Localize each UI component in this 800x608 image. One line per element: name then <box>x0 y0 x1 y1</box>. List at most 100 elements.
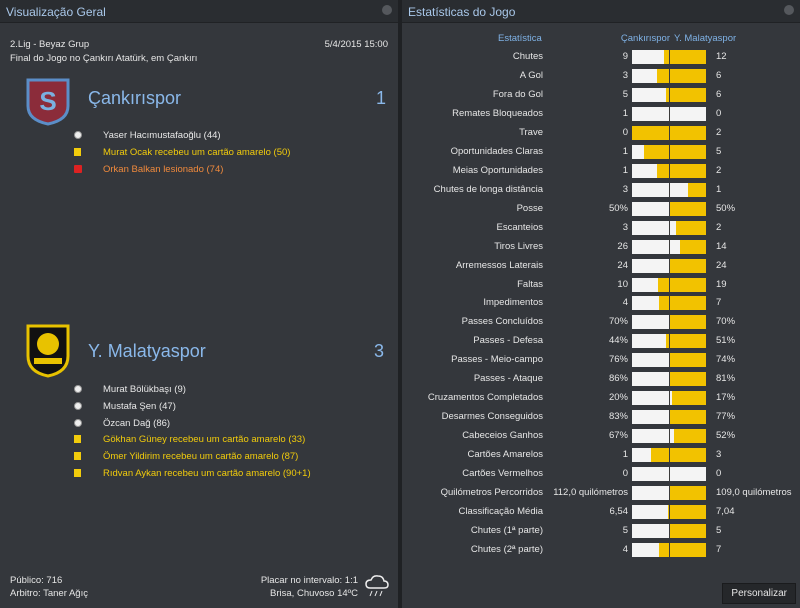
away-value: 0 <box>716 468 722 480</box>
away-bar <box>657 277 706 292</box>
home-value: 0 <box>622 126 628 138</box>
away-bar <box>656 68 706 83</box>
away-value: 7 <box>716 297 722 309</box>
home-bar <box>632 182 688 197</box>
customize-button[interactable]: Personalizar <box>722 583 796 604</box>
halftime-score: Placar no intervalo: 1:1 <box>260 575 358 586</box>
column-header: Y. Malatyaspor <box>674 33 737 44</box>
bar-center <box>669 239 670 254</box>
home-value: 44% <box>608 335 628 347</box>
stat-label: Classificação Média <box>458 506 543 518</box>
bar-center <box>669 277 670 292</box>
away-value: 5 <box>716 145 722 157</box>
close-button[interactable] <box>382 5 392 15</box>
away-bar <box>670 372 706 387</box>
away-bar <box>669 486 706 501</box>
event-text: Ömer Yildirim recebeu um cartão amarelo … <box>103 451 299 463</box>
away-bar <box>658 296 706 311</box>
home-value: 83% <box>608 411 628 423</box>
event-text: Murat Bölükbaşı (9) <box>103 384 186 395</box>
panel-header: Visualização Geral <box>0 0 398 23</box>
bar-center <box>669 182 670 197</box>
event-text: Murat Ocak recebeu um cartão amarelo (50… <box>103 146 291 158</box>
stat-label: Arremessos Laterais <box>455 259 543 271</box>
event-icon <box>74 401 82 410</box>
home-value: 24 <box>617 259 628 271</box>
stat-label: Impedimentos <box>483 297 543 309</box>
home-value: 76% <box>608 354 628 366</box>
bar-center <box>669 505 670 520</box>
home-logo: S <box>26 78 70 126</box>
stat-label: Faltas <box>517 278 543 290</box>
away-value: 19 <box>716 278 727 290</box>
stat-label: Tiros Livres <box>494 240 543 252</box>
home-value: 20% <box>608 392 628 404</box>
panel-title: Visualização Geral <box>6 5 106 19</box>
home-bar <box>632 372 671 387</box>
home-value: 1 <box>622 107 628 119</box>
away-bar <box>669 315 706 330</box>
home-bar <box>632 87 666 102</box>
column-header: Estatística <box>498 33 542 44</box>
bar-center <box>669 353 670 368</box>
bar-center <box>669 315 670 330</box>
bar-center <box>669 372 670 387</box>
home-value: 1 <box>622 449 628 461</box>
away-value: 6 <box>716 88 722 100</box>
away-bar <box>669 353 706 368</box>
home-bar <box>632 258 669 273</box>
away-value: 51% <box>716 335 736 347</box>
stat-label: Oportunidades Claras <box>450 145 543 157</box>
bar-center <box>669 87 670 102</box>
stat-label: Chutes <box>512 51 543 62</box>
away-value: 3 <box>716 449 722 461</box>
away-bar <box>670 410 706 425</box>
stat-label: Cruzamentos Completados <box>427 392 543 404</box>
home-bar <box>632 542 659 557</box>
event-text: Rıdvan Aykan recebeu um cartão amarelo (… <box>103 468 311 479</box>
panel-title: Estatísticas do Jogo <box>408 5 516 19</box>
home-value: 9 <box>622 51 628 62</box>
away-value: 7,04 <box>716 506 735 518</box>
close-button[interactable] <box>784 5 794 15</box>
home-value: 1 <box>622 164 628 176</box>
stat-label: Desarmes Conseguidos <box>441 411 543 423</box>
bar-center <box>669 163 670 178</box>
event-icon <box>74 131 82 139</box>
home-bar <box>632 296 659 311</box>
away-value: 17% <box>716 392 736 404</box>
home-bar <box>632 353 670 368</box>
stat-label: A Gol <box>519 69 543 81</box>
panel-header: Estatísticas do Jogo <box>402 0 800 23</box>
home-bar <box>632 391 672 406</box>
home-bar <box>632 68 657 83</box>
away-score: 3 <box>374 341 385 361</box>
home-bar <box>632 486 670 501</box>
away-team-name: Y. Malatyaspor <box>88 341 206 361</box>
bar-center <box>669 125 670 140</box>
stat-label: Chutes (1ª parte) <box>470 525 543 536</box>
home-team-name: Çankırıspor <box>88 88 182 108</box>
away-bar <box>669 201 706 216</box>
away-bar <box>687 182 706 197</box>
away-value: 6 <box>716 69 722 81</box>
stat-label: Cartões Vermelhos <box>462 468 543 480</box>
away-value: 77% <box>716 411 736 423</box>
away-bar <box>680 239 706 254</box>
stat-label: Remates Bloqueados <box>452 107 543 119</box>
home-score: 1 <box>376 88 387 108</box>
bar-center <box>669 486 670 501</box>
svg-text:S: S <box>39 86 56 116</box>
event-text: Özcan Dağ (86) <box>103 417 171 429</box>
bar-center <box>669 467 670 482</box>
away-value: 50% <box>716 202 736 214</box>
home-value: 112,0 quilómetros <box>553 487 628 499</box>
home-bar <box>632 334 667 349</box>
bar-center <box>669 50 670 64</box>
stat-label: Passes - Ataque <box>473 373 543 385</box>
home-bar <box>632 410 671 425</box>
away-bar <box>665 87 706 102</box>
away-bar <box>676 220 706 235</box>
away-bar <box>656 163 706 178</box>
away-value: 5 <box>716 525 722 536</box>
